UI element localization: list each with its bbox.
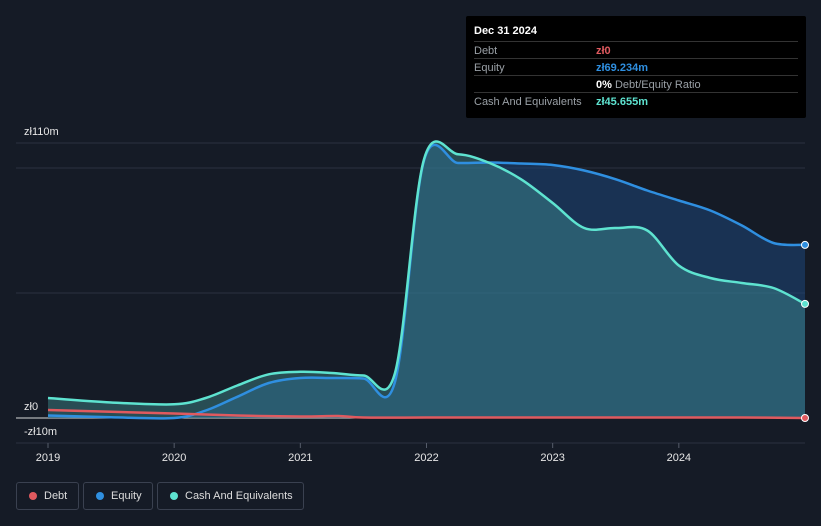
tooltip-cash-value: zł45.655m xyxy=(596,96,648,108)
x-tick-label: 2022 xyxy=(414,452,438,464)
tooltip-panel: Dec 31 2024 Debt zł0 Equity zł69.234m 0%… xyxy=(466,16,806,118)
tooltip-date: Dec 31 2024 xyxy=(474,25,537,37)
cash-dot-icon xyxy=(170,492,178,500)
tooltip-row-debt: Debt zł0 xyxy=(474,41,798,59)
x-tick-label: 2020 xyxy=(162,452,186,464)
tooltip-ratio-value: 0% xyxy=(596,79,612,91)
cash-and-equivalents-area xyxy=(48,141,805,418)
legend-item-debt[interactable]: Debt xyxy=(16,482,79,510)
tooltip-ratio-label: Debt/Equity Ratio xyxy=(614,79,701,91)
tooltip-equity-value: zł69.234m xyxy=(596,62,648,74)
x-tick-label: 2019 xyxy=(36,452,60,464)
equity-area xyxy=(48,144,805,419)
equity-dot-icon xyxy=(96,492,104,500)
tooltip-row-cash: Cash And Equivalents zł45.655m xyxy=(474,92,798,110)
tooltip-row-equity: Equity zł69.234m xyxy=(474,58,798,76)
x-tick-label: 2023 xyxy=(540,452,564,464)
debt-end-marker xyxy=(801,414,809,422)
equity-end-marker xyxy=(801,240,809,249)
tooltip-debt-label: Debt xyxy=(474,45,498,57)
tooltip-ratio: 0% Debt/Equity Ratio xyxy=(596,79,701,91)
legend-debt-label: Debt xyxy=(44,490,68,502)
cash-and-equivalents-line xyxy=(47,140,806,406)
debt-line xyxy=(47,408,806,420)
x-tick-label: 2024 xyxy=(667,452,691,464)
cash-and-equivalents-end-marker xyxy=(801,299,809,308)
tooltip-equity-label: Equity xyxy=(474,62,505,74)
equity-line xyxy=(47,143,806,420)
legend-cash-label: Cash And Equivalents xyxy=(185,490,293,502)
legend-equity-label: Equity xyxy=(111,490,142,502)
tooltip-debt-value: zł0 xyxy=(596,45,611,57)
debt-dot-icon xyxy=(29,492,37,500)
y-tick-label: zł0 xyxy=(24,401,38,413)
y-tick-label: -zł10m xyxy=(24,426,57,438)
legend-item-cash[interactable]: Cash And Equivalents xyxy=(157,482,304,510)
x-tick-label: 2021 xyxy=(288,452,312,464)
tooltip-cash-label: Cash And Equivalents xyxy=(474,96,582,108)
tooltip-row-ratio: 0% Debt/Equity Ratio xyxy=(474,75,798,93)
legend-item-equity[interactable]: Equity xyxy=(83,482,153,510)
y-tick-label: zł110m xyxy=(24,126,59,138)
